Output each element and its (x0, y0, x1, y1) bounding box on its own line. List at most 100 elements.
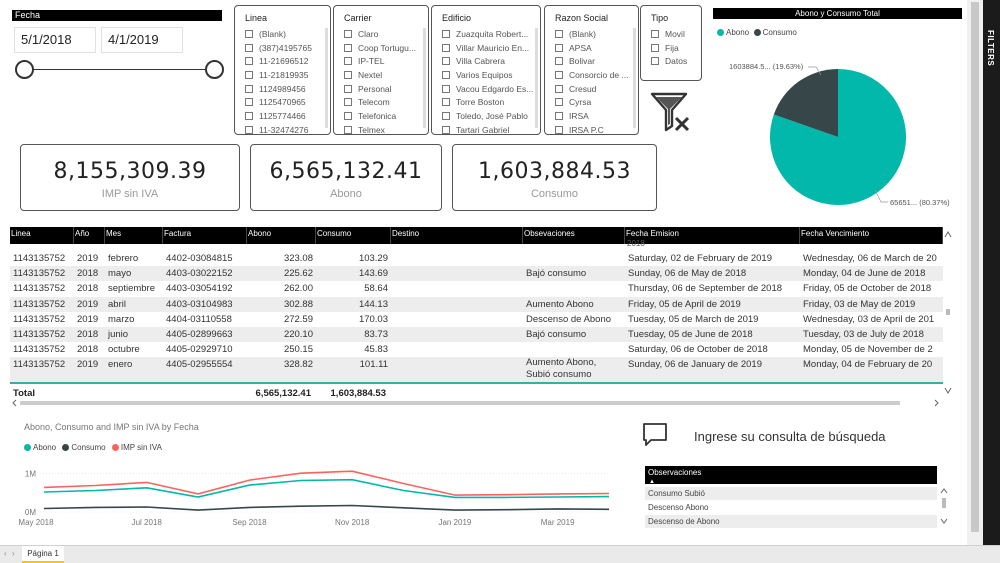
checkbox-icon[interactable] (245, 57, 253, 66)
observaciones-item[interactable]: Descenso de Abono (645, 515, 937, 528)
slicer-item[interactable]: 11-21696512 (235, 55, 330, 69)
slicer-item[interactable]: IRSA (545, 110, 638, 124)
pie-chart[interactable]: 1603884.5... (19.63%) 65651... (80.37%) (713, 40, 963, 220)
series-line-abono[interactable] (43, 478, 610, 499)
checkbox-icon[interactable] (442, 43, 450, 52)
table-vertical-scrollbar[interactable] (943, 227, 953, 397)
column-header[interactable]: Consumo (316, 227, 391, 244)
checkbox-icon[interactable] (344, 57, 352, 66)
checkbox-icon[interactable] (442, 57, 450, 66)
checkbox-icon[interactable] (245, 112, 253, 121)
series-line-imp-sin-iva[interactable] (43, 470, 610, 496)
observaciones-header[interactable]: Observaciones ▲ (645, 466, 937, 485)
checkbox-icon[interactable] (245, 30, 253, 38)
checkbox-icon[interactable] (344, 98, 352, 107)
checkbox-icon[interactable] (245, 98, 253, 107)
table-horizontal-scrollbar[interactable] (10, 399, 943, 407)
checkbox-icon[interactable] (344, 43, 352, 52)
column-header[interactable]: Fecha Vencimiento (800, 227, 943, 244)
table-row[interactable]: 1143135752 2019 febrero 4402-03084815 323.08… (10, 251, 943, 266)
slicer-scrollbar[interactable] (535, 28, 538, 128)
slicer-item[interactable]: Nextel (334, 69, 428, 83)
slider-end-handle[interactable] (205, 60, 224, 79)
table-row[interactable]: 1143135752 2019 marzo 4404-03110558 272.59 17… (10, 312, 943, 327)
slicer-item[interactable]: Telecom (334, 96, 428, 110)
checkbox-icon[interactable] (442, 30, 450, 38)
slicer-item[interactable]: Consorcio de ... (545, 69, 638, 83)
checkbox-icon[interactable] (344, 125, 352, 134)
checkbox-icon[interactable] (245, 84, 253, 93)
page-vertical-scrollbar[interactable] (967, 0, 983, 545)
next-page-icon[interactable]: › (12, 549, 15, 558)
slicer-item[interactable]: Cyrsa (545, 96, 638, 110)
sort-up-icon[interactable]: ▲ (649, 479, 655, 485)
series-line-consumo[interactable] (43, 504, 610, 511)
checkbox-icon[interactable] (555, 57, 563, 66)
table-row[interactable]: 1143135752 2018 octubre 4405-02929710 250.15… (10, 342, 943, 357)
slicer-item[interactable]: Zuazquita Robert... (432, 28, 540, 42)
slicer-item[interactable]: Coop Tortugu... (334, 42, 428, 56)
slicer-item[interactable]: Toledo, José Pablo (432, 110, 540, 124)
checkbox-icon[interactable] (651, 43, 659, 52)
slicer-item[interactable]: Bolivar (545, 55, 638, 69)
prev-page-icon[interactable]: ‹ (4, 549, 7, 558)
slicer-item[interactable]: Villa Cabrera (432, 55, 540, 69)
checkbox-icon[interactable] (442, 71, 450, 80)
table-row[interactable]: 1143135752 2019 abril 4403-03104983 302.88 14… (10, 296, 943, 312)
filters-pane[interactable]: FILTERS (983, 0, 1000, 545)
slicer-item[interactable]: Vacou Edgardo Es... (432, 83, 540, 97)
slicer-item[interactable]: (387)4195765 (235, 42, 330, 56)
slicer-item[interactable]: IRSA P.C (545, 124, 638, 134)
slicer-item[interactable]: Torre Boston (432, 96, 540, 110)
scrollbar-thumb[interactable] (971, 2, 979, 532)
checkbox-icon[interactable] (245, 43, 253, 52)
checkbox-icon[interactable] (245, 125, 253, 134)
tab-pagina-1[interactable]: Página 1 (22, 546, 64, 563)
checkbox-icon[interactable] (555, 84, 563, 93)
column-header[interactable]: Linea (10, 227, 74, 244)
slicer-scrollbar[interactable] (633, 28, 636, 128)
checkbox-icon[interactable] (344, 71, 352, 80)
column-header[interactable]: Mes (105, 227, 163, 244)
checkbox-icon[interactable] (555, 30, 563, 38)
table-row[interactable]: 1143135752 2018 septiembre 4403-03054192 262… (10, 281, 943, 296)
qa-search-input[interactable]: Ingrese su consulta de búsqueda (694, 429, 886, 444)
slicer-scrollbar[interactable] (423, 28, 426, 128)
table-row[interactable]: 1143135752 2019 enero 4405-02955554 328.82 10… (10, 357, 943, 384)
slicer-item[interactable]: 11-32474276 (235, 124, 330, 134)
slicer-item[interactable]: Fija (641, 42, 701, 56)
slicer-item[interactable]: 1124989456 (235, 83, 330, 97)
slicer-item[interactable]: 1125774466 (235, 110, 330, 124)
checkbox-icon[interactable] (442, 84, 450, 93)
table-row[interactable]: 1143135752 2018 junio 4405-02899663 220.10 83… (10, 327, 943, 343)
slicer-item[interactable]: Datos (641, 55, 701, 69)
end-date-input[interactable]: 4/1/2019 (101, 27, 183, 53)
checkbox-icon[interactable] (651, 30, 659, 38)
observaciones-item[interactable]: Descenso Abono (648, 503, 709, 512)
column-header[interactable]: Obsevaciones (523, 227, 625, 244)
checkbox-icon[interactable] (651, 57, 659, 66)
checkbox-icon[interactable] (555, 112, 563, 121)
slicer-item[interactable]: Telmex (334, 124, 428, 134)
date-range-slider[interactable] (25, 69, 215, 70)
column-header[interactable]: Año (74, 227, 105, 244)
slicer-item[interactable]: Villar Mauricio En... (432, 42, 540, 56)
column-header[interactable]: Destino (391, 227, 523, 244)
checkbox-icon[interactable] (442, 112, 450, 121)
slicer-item[interactable]: 11-21819935 (235, 69, 330, 83)
slicer-scrollbar[interactable] (325, 28, 328, 128)
slicer-item[interactable]: Personal (334, 83, 428, 97)
slicer-item[interactable]: (Blank) (235, 28, 330, 42)
checkbox-icon[interactable] (344, 30, 352, 38)
observaciones-scrollbar[interactable] (939, 486, 949, 526)
column-header[interactable]: Abono (247, 227, 316, 244)
column-header[interactable]: Factura (163, 227, 247, 244)
slicer-item[interactable]: APSA (545, 42, 638, 56)
pie-slice-consumo[interactable] (773, 68, 838, 137)
slicer-item[interactable]: Varios Equipos (432, 69, 540, 83)
slicer-item[interactable]: Cresud (545, 83, 638, 97)
speech-bubble-icon[interactable] (642, 422, 668, 448)
slider-start-handle[interactable] (15, 60, 34, 79)
observaciones-item[interactable]: Consumo Subió (645, 487, 937, 500)
